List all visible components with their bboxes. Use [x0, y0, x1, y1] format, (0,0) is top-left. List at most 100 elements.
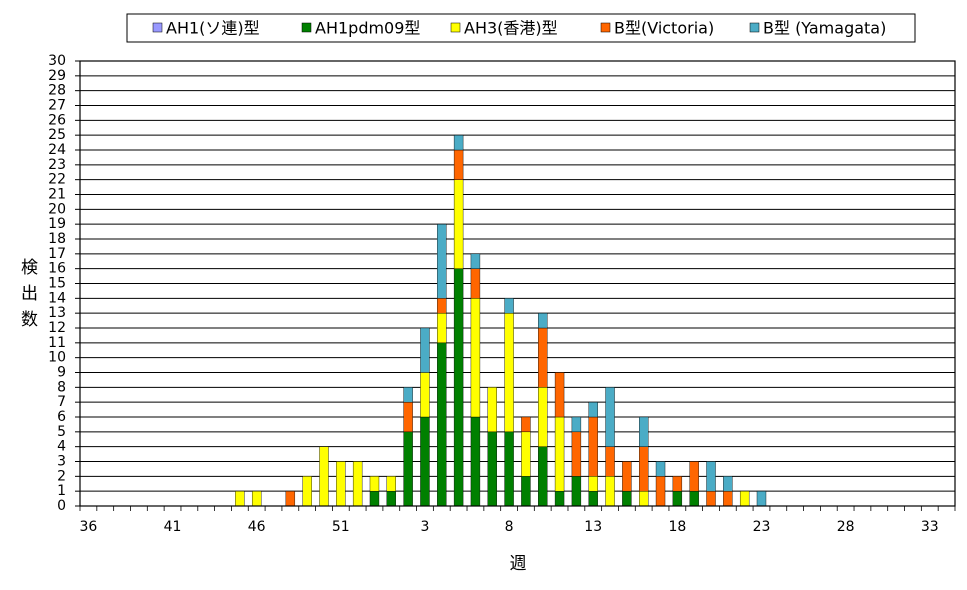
bar-segment: [302, 476, 312, 507]
legend-label: B型(Victoria): [614, 19, 714, 38]
bar-segment: [706, 490, 716, 507]
x-tick-label: 13: [584, 519, 602, 535]
bar-segment: [756, 490, 767, 507]
plot-border: [79, 60, 956, 507]
bar-segment: [386, 476, 396, 492]
y-tick-label: 9: [57, 365, 66, 381]
bar-segment: [504, 298, 514, 314]
y-tick-label: 19: [48, 216, 66, 232]
bar-segment: [251, 490, 262, 507]
legend-label: AH1(ソ連)型: [166, 19, 260, 38]
bar-segment: [639, 416, 649, 447]
bar-segment: [571, 416, 582, 433]
y-tick-label: 25: [48, 127, 66, 143]
y-tick-label: 17: [48, 246, 66, 262]
bar-segment: [689, 490, 699, 507]
x-tick-label: 36: [79, 519, 97, 535]
bar-segment: [739, 490, 750, 507]
bar-segment: [521, 476, 531, 507]
bar-segment: [689, 461, 699, 492]
y-tick-label: 23: [48, 157, 66, 173]
bar-segment: [622, 461, 632, 492]
bar-segment: [605, 446, 615, 477]
bar-segment: [655, 461, 666, 477]
y-tick-label: 4: [57, 439, 66, 455]
bar-segment: [571, 476, 582, 507]
bar-segment: [437, 223, 447, 299]
bar-segment: [706, 461, 716, 492]
bar-segment: [521, 416, 531, 433]
bar-segment: [453, 149, 464, 180]
bar-segment: [453, 134, 464, 151]
bar-segment: [336, 461, 346, 507]
bar-segment: [420, 372, 430, 418]
bar-segment: [420, 327, 430, 373]
x-tick-label: 18: [668, 519, 686, 535]
x-tick-label: 41: [164, 519, 182, 535]
bar-segment: [437, 298, 447, 314]
bar-segment: [554, 372, 565, 418]
bar-segment: [538, 312, 548, 329]
y-tick-label: 3: [57, 454, 66, 470]
y-tick-label: 6: [57, 409, 66, 425]
bar-segment: [538, 327, 548, 388]
y-tick-label: 7: [57, 394, 66, 410]
bar-segment: [319, 446, 329, 507]
bar-segment: [504, 312, 514, 433]
legend-marker: [600, 22, 611, 33]
bar-segment: [605, 476, 615, 507]
bar-segment: [672, 490, 683, 507]
bar-segment: [538, 387, 548, 447]
bar-segment: [588, 401, 598, 418]
legend-box: [126, 13, 916, 43]
y-tick-label: 11: [48, 335, 66, 351]
x-tick-label: 28: [837, 519, 855, 535]
bar-segment: [487, 387, 497, 433]
bar-segment: [672, 476, 683, 492]
y-tick-label: 20: [48, 201, 66, 217]
y-tick-label: 28: [48, 83, 66, 99]
y-tick-label: 10: [48, 350, 66, 366]
y-tick-label: 2: [57, 468, 66, 484]
bar-segment: [403, 401, 413, 433]
bar-segment: [470, 416, 481, 507]
bar-segment: [723, 476, 733, 492]
bar-segment: [571, 431, 582, 477]
bar-segment: [588, 490, 598, 507]
bar-segment: [386, 490, 396, 507]
bar-segment: [470, 253, 481, 269]
bar-segment: [403, 431, 413, 507]
legend-marker: [152, 22, 163, 33]
y-tick-label: 15: [48, 276, 66, 292]
y-tick-label: 12: [48, 320, 66, 336]
bar-segment: [554, 490, 565, 507]
y-tick-label: 30: [48, 53, 66, 69]
legend-label: B型 (Yamagata): [763, 19, 886, 38]
legend-marker: [749, 22, 760, 33]
y-tick-label: 5: [57, 424, 66, 440]
x-tick-label: 46: [248, 519, 266, 535]
y-tick-label: 16: [48, 261, 66, 277]
bar-segment: [453, 179, 464, 269]
bar-segment: [487, 431, 497, 507]
bar-segment: [622, 490, 632, 507]
legend-label: AH3(香港)型: [464, 19, 558, 38]
bar-segment: [639, 490, 649, 507]
y-tick-label: 1: [57, 483, 66, 499]
x-axis-label: 週: [510, 554, 527, 574]
y-tick-label: 13: [48, 305, 66, 321]
bar-segment: [655, 476, 666, 507]
bar-segment: [437, 312, 447, 344]
bar-segment: [369, 490, 380, 507]
y-tick-label: 24: [48, 142, 66, 158]
bar-segment: [235, 490, 245, 507]
y-tick-label: 0: [57, 498, 66, 514]
x-tick-label: 51: [332, 519, 350, 535]
bar-segment: [352, 461, 363, 507]
bar-segment: [285, 490, 296, 507]
y-tick-label: 27: [48, 98, 66, 114]
bar-segment: [588, 476, 598, 492]
y-tick-label: 26: [48, 112, 66, 128]
